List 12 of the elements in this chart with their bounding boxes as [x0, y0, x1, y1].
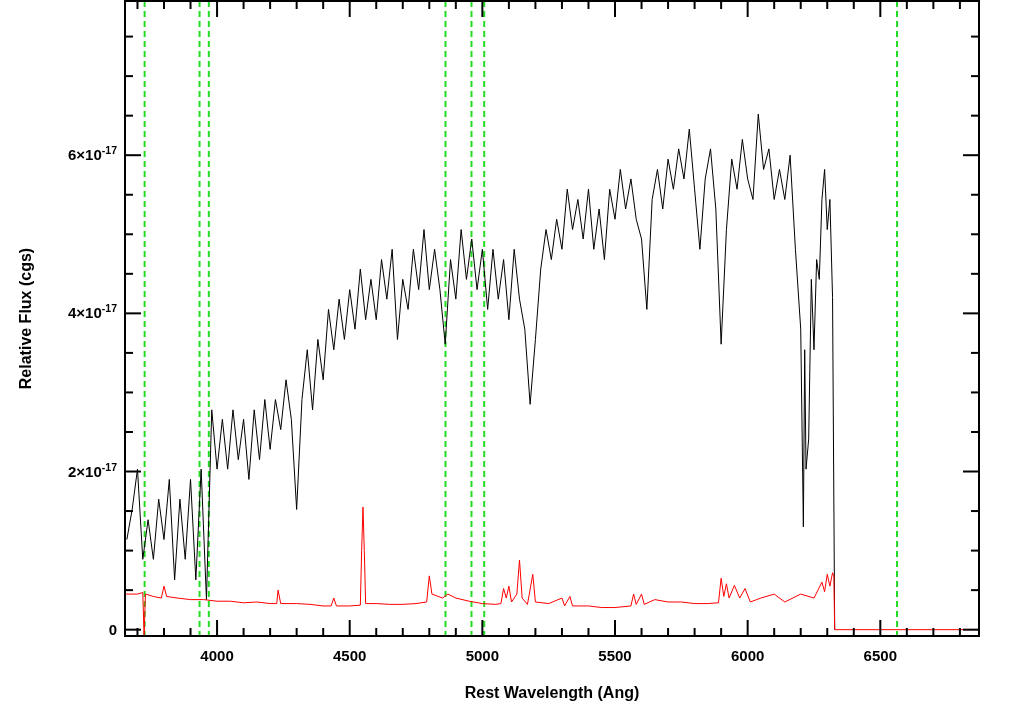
y-axis-title: Relative Flux (cgs) [17, 247, 34, 390]
x-tick-label: 5500 [598, 647, 632, 664]
y-tick-label: 6×10$^{-17}$ [68, 144, 118, 164]
x-tick-label: 5000 [465, 647, 500, 664]
y-tick-label: 2×10$^{-17}$ [68, 460, 118, 480]
x-axis-title: Rest Wavelength (Ang) [464, 684, 640, 701]
x-tick-label: 4500 [333, 647, 367, 664]
x-tick-label: 6000 [730, 647, 765, 664]
x-tick-label: 6500 [863, 647, 897, 664]
y-tick-label: 4×10$^{-17}$ [68, 302, 118, 322]
y-tick-label: 0 [108, 620, 117, 638]
x-tick-label: 4000 [200, 647, 234, 664]
